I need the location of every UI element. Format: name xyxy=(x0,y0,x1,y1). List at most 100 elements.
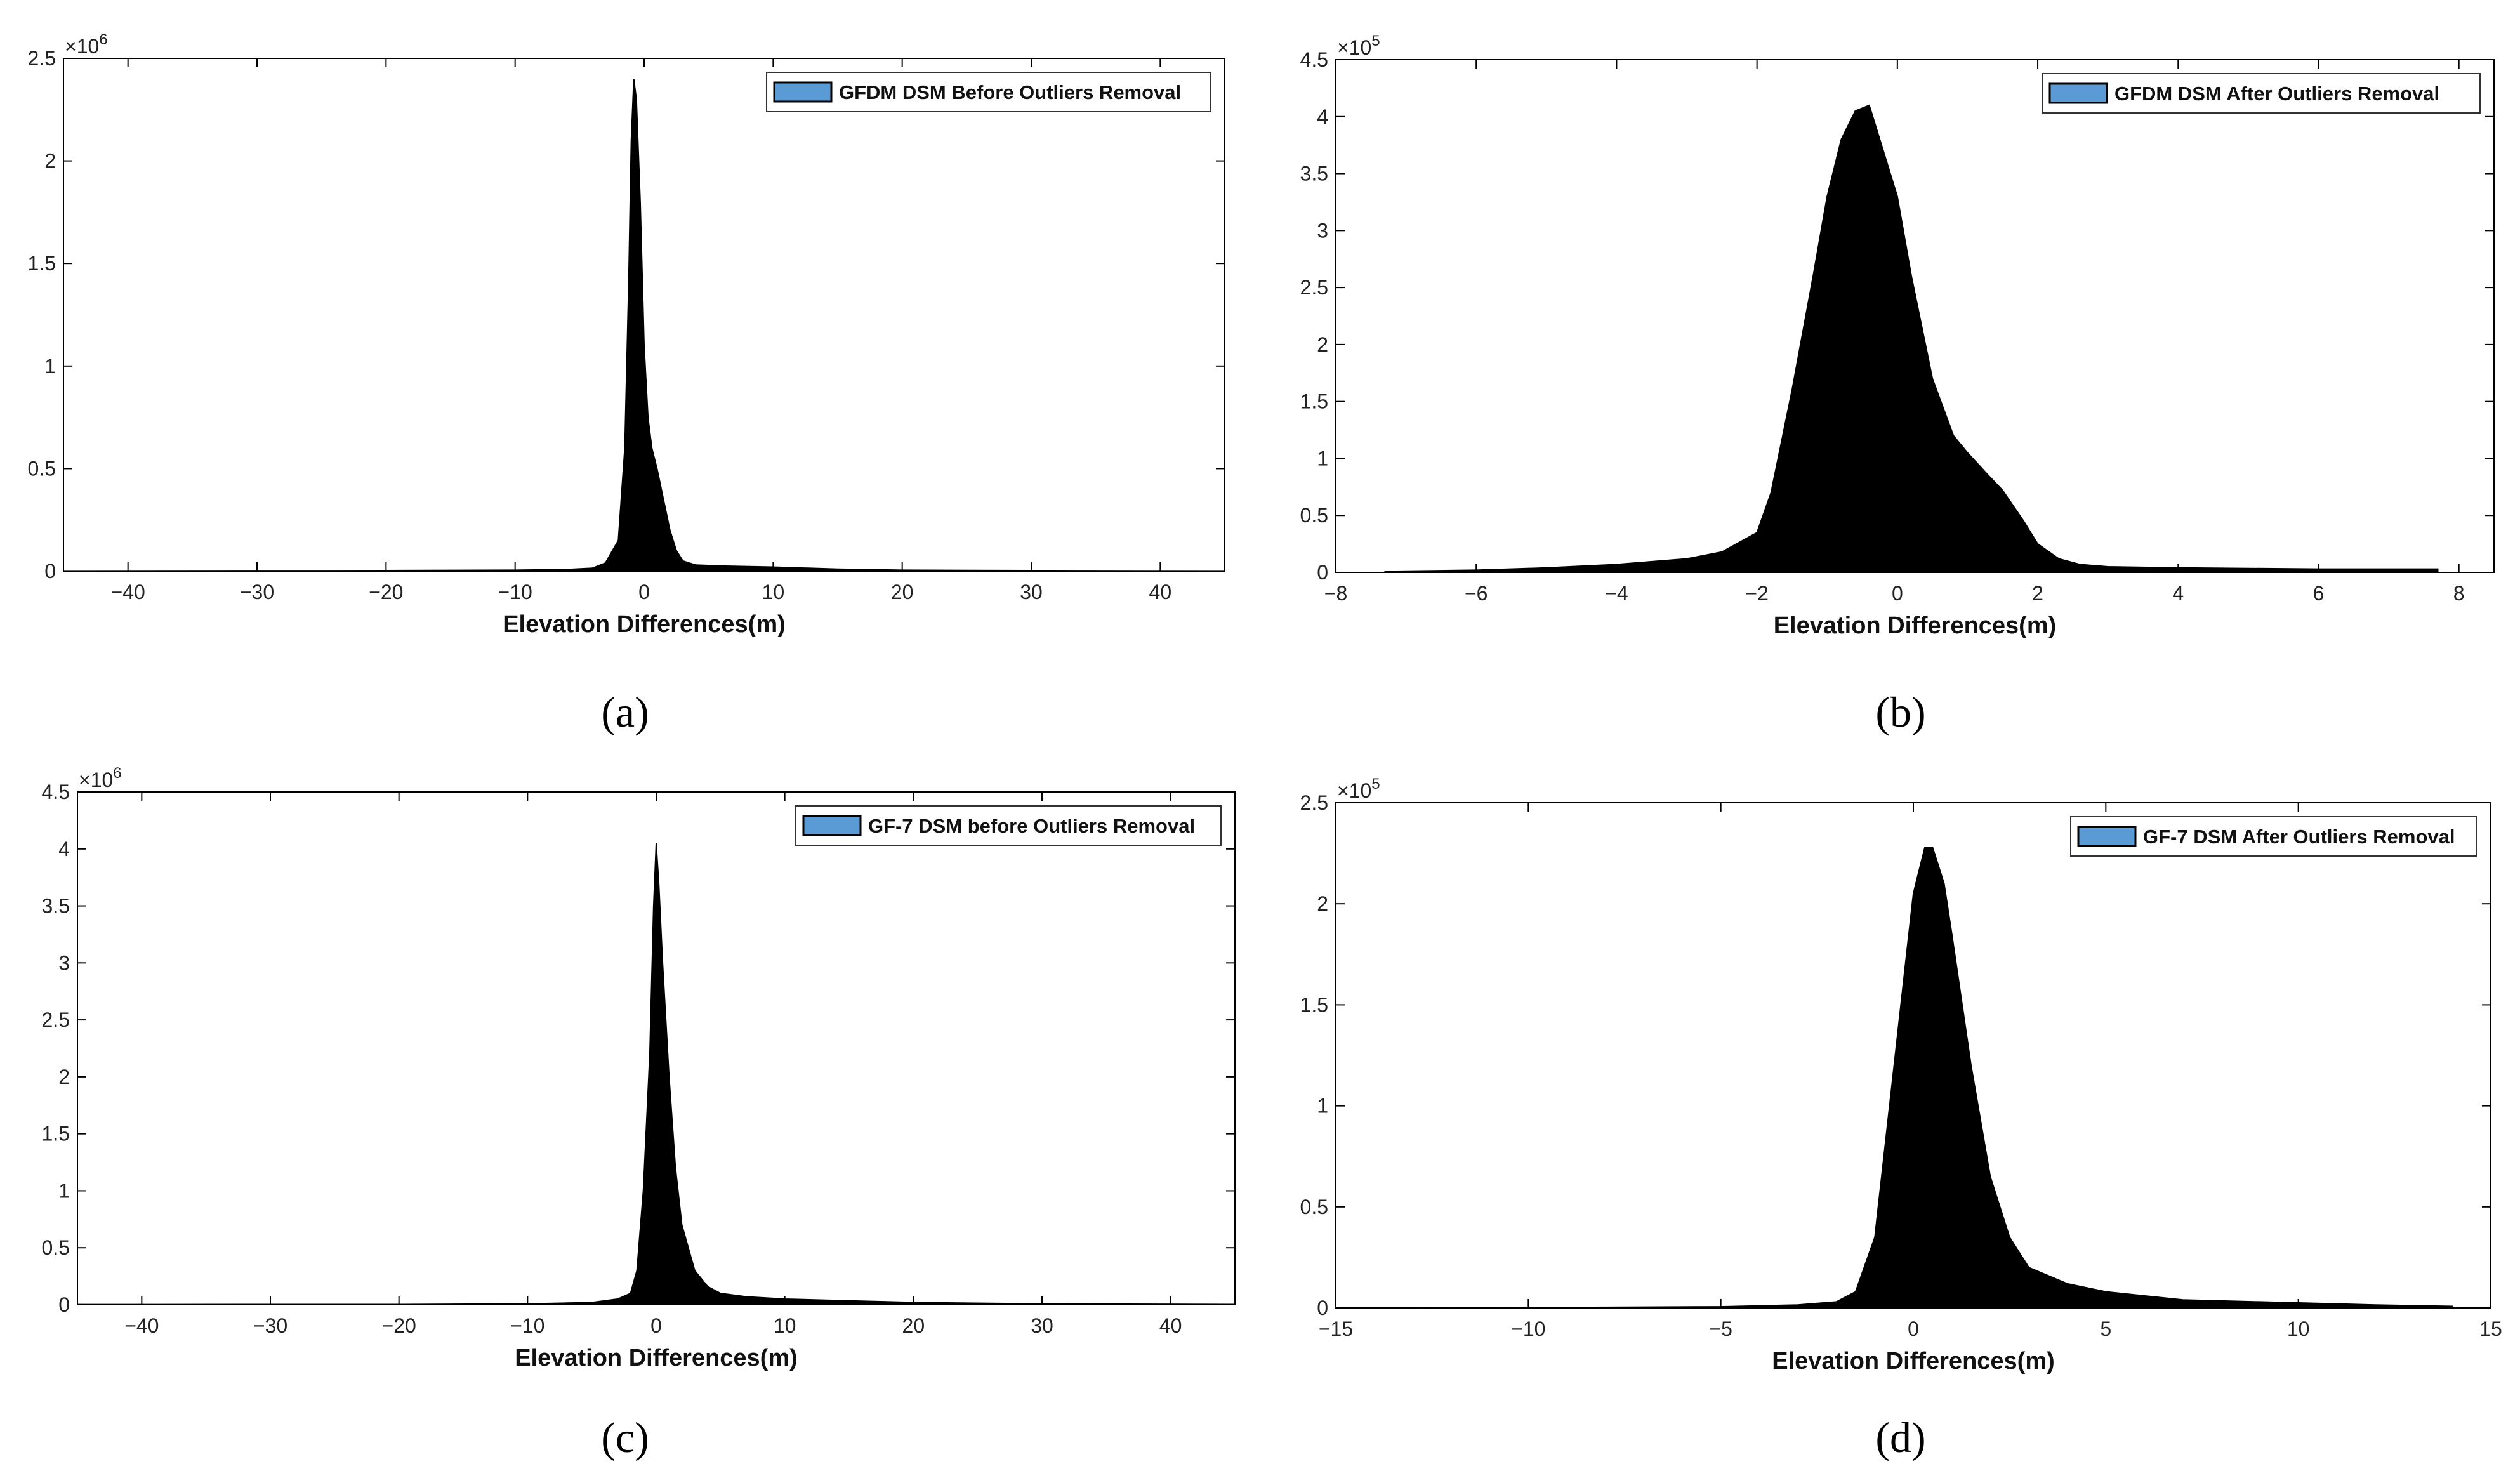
y-exponent-label-b: ×105 xyxy=(1337,32,1380,59)
histogram-area-d-0 xyxy=(1412,847,2453,1309)
x-tick-label-a: 20 xyxy=(891,581,914,604)
x-tick-label-b: 6 xyxy=(2313,582,2325,605)
legend-swatch-a xyxy=(773,81,833,103)
x-tick-label-b: −8 xyxy=(1324,582,1347,605)
legend-swatch-c xyxy=(802,815,862,836)
x-tick-label-b: −2 xyxy=(1745,582,1768,605)
y-tick-label-d: 1.5 xyxy=(1300,993,1328,1016)
y-tick-label-b: 3.5 xyxy=(1300,162,1328,185)
y-tick-label-a: 1.5 xyxy=(28,252,56,275)
histogram-area-c-0 xyxy=(77,843,1236,1305)
legend-box-a xyxy=(766,72,1211,112)
y-tick-label-b: 0 xyxy=(1317,561,1328,584)
y-tick-label-a: 2 xyxy=(44,150,56,173)
x-tick-label-d: 0 xyxy=(1908,1317,1919,1340)
y-tick-label-a: 0 xyxy=(44,560,56,583)
y-tick-label-a: 2.5 xyxy=(28,47,56,70)
x-tick-label-c: −10 xyxy=(510,1314,544,1337)
x-tick-label-c: 20 xyxy=(902,1314,925,1337)
x-tick-label-a: 30 xyxy=(1020,581,1043,604)
x-tick-label-a: 10 xyxy=(762,581,785,604)
y-tick-label-c: 4.5 xyxy=(42,781,70,803)
x-tick-label-d: −5 xyxy=(1709,1317,1732,1340)
x-tick-label-b: −6 xyxy=(1465,582,1488,605)
y-tick-label-c: 3 xyxy=(58,951,70,974)
x-axis-label-d: Elevation Differences(m) xyxy=(1772,1348,2055,1375)
x-axis-label-a: Elevation Differences(m) xyxy=(503,611,786,638)
x-tick-label-b: 8 xyxy=(2453,582,2465,605)
x-tick-label-c: −40 xyxy=(124,1314,159,1337)
legend-entry-c: GF-7 DSM before Outliers Removal xyxy=(868,815,1195,837)
x-tick-label-b: −4 xyxy=(1605,582,1628,605)
x-tick-label-a: −20 xyxy=(369,581,403,604)
panel-caption-c: (c) xyxy=(601,1413,649,1461)
y-exponent-label-d: ×105 xyxy=(1337,775,1380,802)
legend-swatch-b xyxy=(2048,82,2108,104)
y-tick-label-d: 0.5 xyxy=(1300,1196,1328,1218)
y-tick-label-b: 2.5 xyxy=(1300,276,1328,299)
legend-entry-a: GFDM DSM Before Outliers Removal xyxy=(839,81,1181,103)
panel-caption-d: (d) xyxy=(1875,1413,1925,1461)
y-tick-label-b: 0.5 xyxy=(1300,504,1328,527)
panel-caption-a: (a) xyxy=(601,688,649,736)
x-tick-label-a: −30 xyxy=(240,581,274,604)
legend-box-d xyxy=(2070,816,2477,857)
y-tick-label-c: 0 xyxy=(58,1293,70,1316)
y-tick-label-c: 1.5 xyxy=(42,1123,70,1145)
y-tick-label-b: 1.5 xyxy=(1300,390,1328,413)
legend-entry-b: GFDM DSM After Outliers Removal xyxy=(2114,82,2439,105)
y-tick-label-c: 3.5 xyxy=(42,895,70,918)
histogram-area-a-0 xyxy=(63,79,1225,572)
x-tick-label-d: 15 xyxy=(2479,1317,2502,1340)
x-axis-label-b: Elevation Differences(m) xyxy=(1774,612,2057,639)
y-tick-label-b: 2 xyxy=(1317,333,1328,356)
y-tick-label-b: 3 xyxy=(1317,219,1328,242)
x-tick-label-b: 2 xyxy=(2032,582,2043,605)
x-tick-label-d: 10 xyxy=(2287,1317,2310,1340)
y-tick-label-b: 4.5 xyxy=(1300,48,1328,71)
y-exponent-label-a: ×106 xyxy=(65,31,108,58)
histogram-area-b-0 xyxy=(1384,104,2439,573)
x-tick-label-d: 5 xyxy=(2100,1317,2111,1340)
y-tick-label-c: 2.5 xyxy=(42,1008,70,1031)
chart-c: −40 −30 −20 −10 0 10 20 30 40 0 0.5 1 1.5 2 2.5 3 3.5 4 4.… xyxy=(42,765,1236,1461)
axes-box-b xyxy=(1335,59,2495,573)
x-tick-label-d: −15 xyxy=(1319,1317,1353,1340)
x-tick-label-c: 0 xyxy=(650,1314,662,1337)
y-tick-label-c: 0.5 xyxy=(42,1236,70,1259)
chart-a: −40 −30 −20 −10 0 10 20 30 40 0 0.5 1 1.5 2 2.5 ×106 Ele… xyxy=(28,31,1225,736)
chart-d: −15 −10 −5 0 5 10 15 0 0.5 1 1.5 2 2.5 ×105 Elevation … xyxy=(1300,775,2502,1461)
legend-entry-d: GF-7 DSM After Outliers Removal xyxy=(2143,826,2455,848)
x-tick-label-c: 10 xyxy=(774,1314,796,1337)
x-tick-label-a: 0 xyxy=(638,581,650,604)
x-tick-label-b: 0 xyxy=(1892,582,1903,605)
y-tick-label-d: 1 xyxy=(1317,1095,1328,1118)
y-exponent-label-c: ×106 xyxy=(79,765,122,791)
y-tick-label-c: 1 xyxy=(58,1179,70,1202)
x-tick-label-c: 40 xyxy=(1159,1314,1182,1337)
y-tick-label-c: 2 xyxy=(58,1065,70,1088)
y-tick-label-d: 2 xyxy=(1317,892,1328,915)
chart-b: −8 −6 −4 −2 0 2 4 6 8 0 0.5 1 1.5 2 2.5 3 3.5 4 4.5 ×105 Ele… xyxy=(1300,32,2495,736)
x-tick-label-d: −10 xyxy=(1511,1317,1545,1340)
y-tick-label-d: 0 xyxy=(1317,1296,1328,1319)
y-tick-label-a: 0.5 xyxy=(28,457,56,480)
y-tick-label-c: 4 xyxy=(58,838,70,861)
y-tick-label-b: 1 xyxy=(1317,447,1328,470)
x-tick-label-b: 4 xyxy=(2172,582,2184,605)
x-tick-label-a: 40 xyxy=(1149,581,1172,604)
legend-swatch-d xyxy=(2077,826,2137,847)
x-tick-label-a: −40 xyxy=(111,581,145,604)
y-tick-label-b: 4 xyxy=(1317,105,1328,128)
x-tick-label-c: −30 xyxy=(253,1314,287,1337)
legend-box-c xyxy=(795,805,1222,846)
panel-caption-b: (b) xyxy=(1875,688,1925,736)
x-tick-label-c: −20 xyxy=(382,1314,416,1337)
x-tick-label-a: −10 xyxy=(498,581,532,604)
y-tick-label-d: 2.5 xyxy=(1300,791,1328,814)
y-tick-label-a: 1 xyxy=(44,355,56,378)
x-axis-label-c: Elevation Differences(m) xyxy=(515,1345,798,1371)
x-tick-label-c: 30 xyxy=(1031,1314,1053,1337)
legend-box-b xyxy=(2042,73,2481,114)
